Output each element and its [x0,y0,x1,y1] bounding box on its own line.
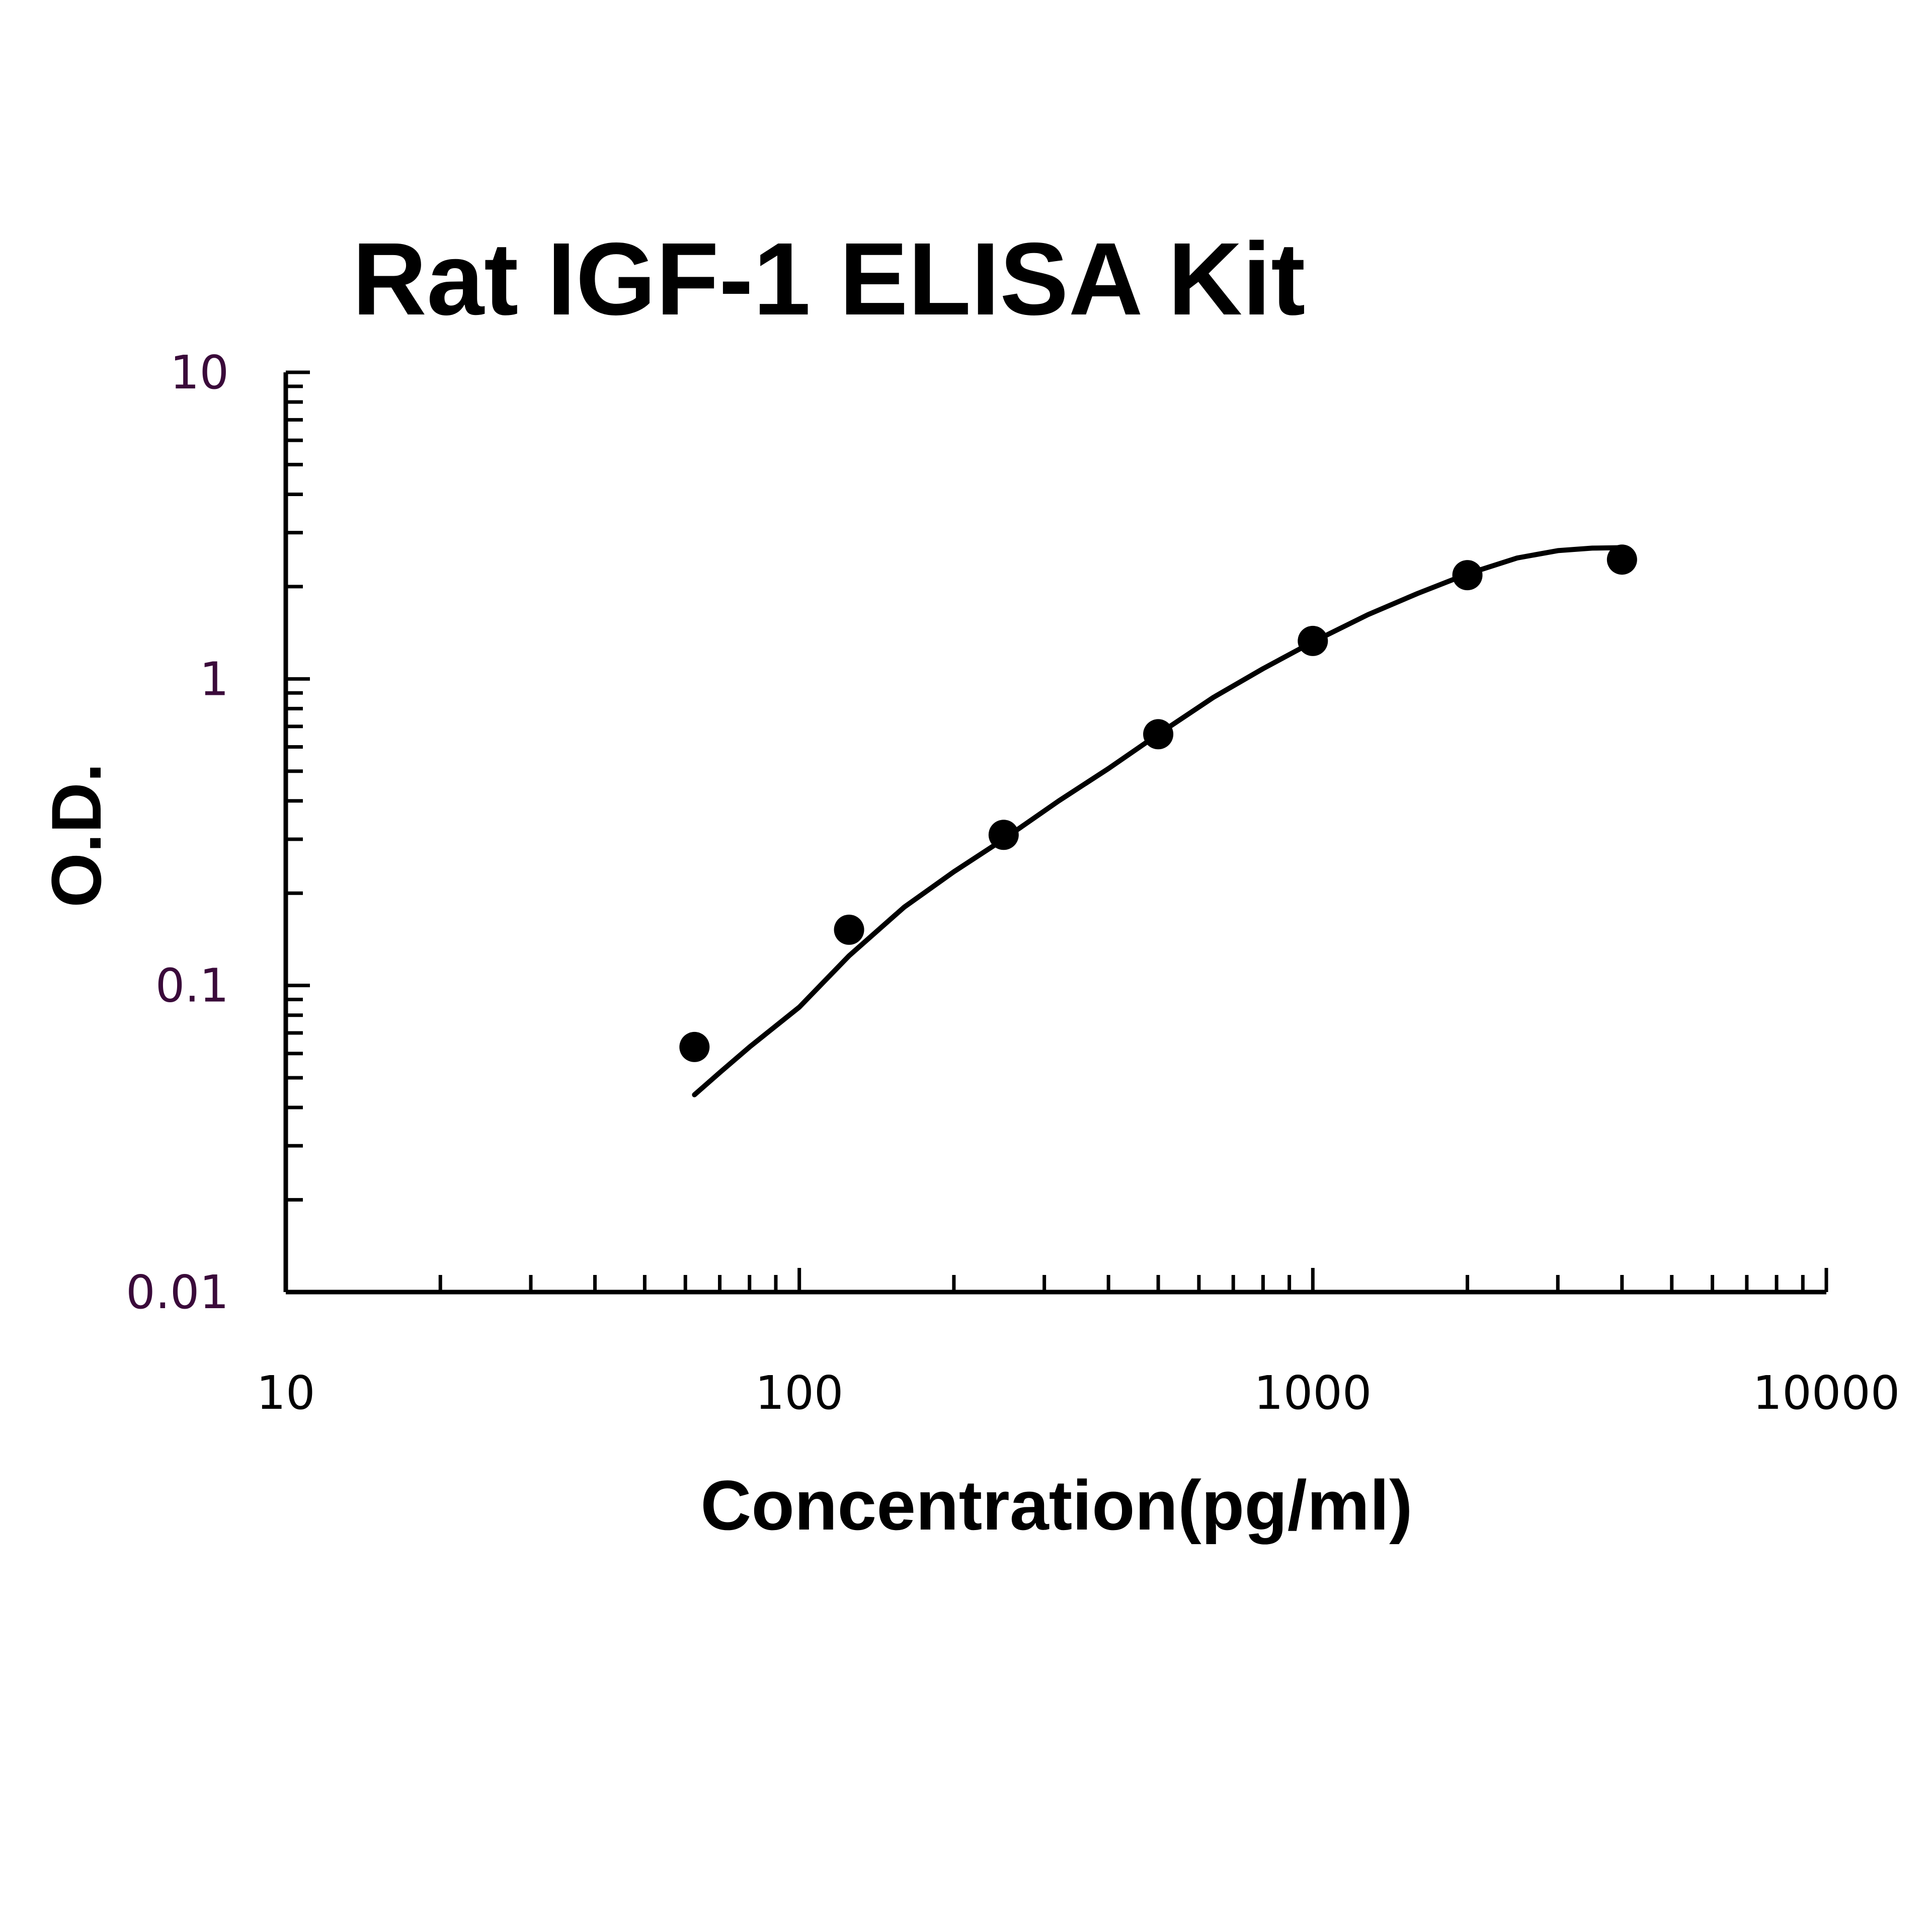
y-tick-label: 0.01 [126,1265,229,1319]
y-axis-label: O.D. [37,763,116,908]
data-point [834,914,864,945]
x-tick-label: 10 [256,1366,315,1420]
data-point [988,820,1019,850]
y-tick-label: 0.1 [155,959,229,1013]
y-tick-label: 1 [199,652,229,706]
x-axis-label: Concentration(pg/ml) [700,1466,1412,1545]
x-tick-labels: 10 100 1000 10000 [256,1366,1900,1420]
data-point [1298,625,1328,656]
chart-title: Rat IGF-1 ELISA Kit [352,221,1305,337]
data-point [679,1031,710,1062]
y-tick-label: 10 [170,346,229,399]
data-point [1452,560,1483,591]
data-points [679,544,1637,1062]
minor-ticks [286,370,1828,1292]
data-point [1606,544,1637,575]
x-tick-label: 100 [755,1366,844,1420]
plot-area: 0.01 0.1 1 10 10 100 1000 10000 [126,346,1900,1420]
y-tick-labels: 0.01 0.1 1 10 [126,346,229,1319]
x-tick-label: 1000 [1254,1366,1372,1420]
fit-curve [692,545,1625,1097]
data-point [1143,719,1174,750]
x-tick-label: 10000 [1753,1366,1900,1420]
